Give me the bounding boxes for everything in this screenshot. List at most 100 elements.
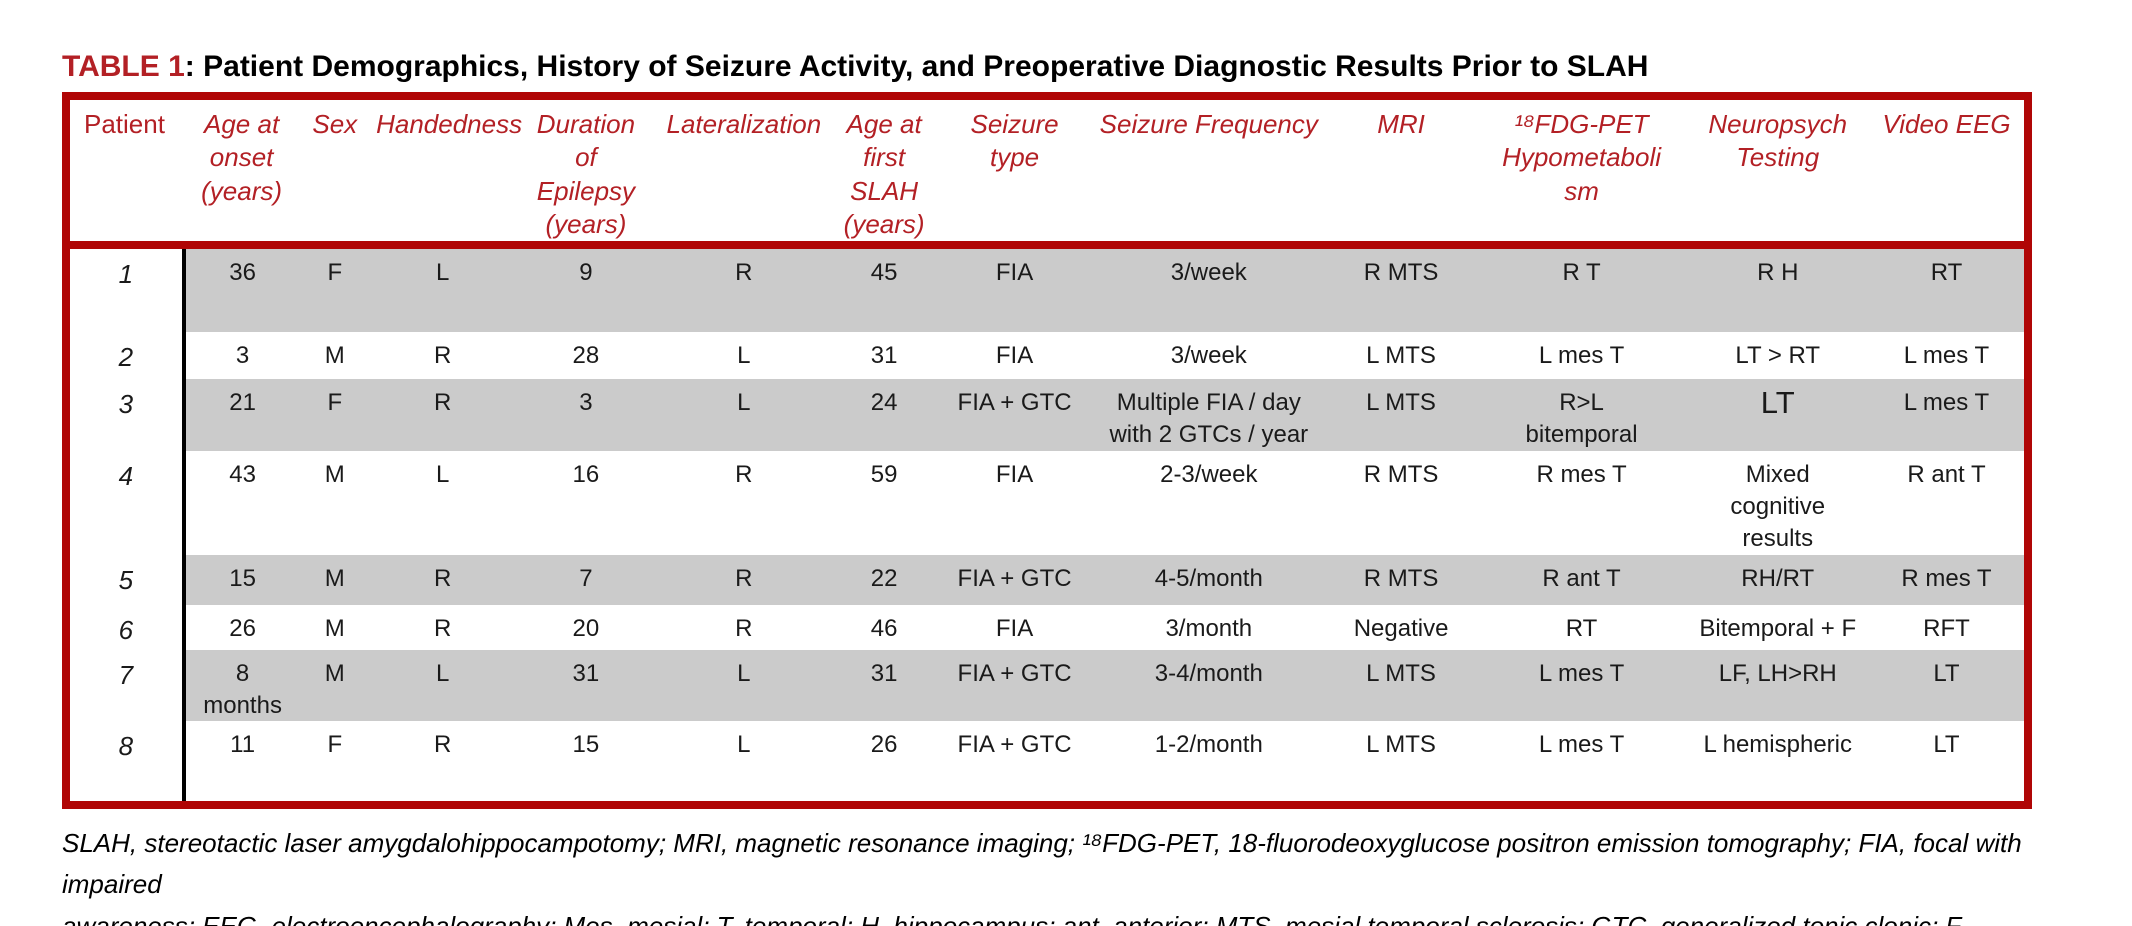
cell-sex: M (324, 614, 345, 642)
patient-demographics-table: Patient Age at onset (years) Sex Handedness… (62, 92, 2032, 810)
cell-neuropsych-testing: LT > RT (1735, 342, 1821, 370)
column-header-fdg-pet-hypometabolism: ¹⁸FDG-PET Hypometaboli sm (1476, 96, 1687, 250)
cell-handedness: R (370, 554, 516, 605)
cell-fdg-pet-hypometabolism: L mes T (1538, 342, 1625, 370)
cell-neuropsych-testing: LF, LH>RH (1686, 649, 1869, 722)
column-header-seizure-type: Seizure type (937, 96, 1093, 250)
cell-age-at-onset: 26 (229, 614, 256, 642)
cell-mri: L MTS (1366, 731, 1436, 759)
cell-lateralization: R (656, 554, 832, 605)
table-number: TABLE 1 (62, 50, 185, 83)
cell-patient: 6 (66, 604, 186, 650)
cell-duration-of-epilepsy: 3 (515, 379, 657, 451)
patient-row-6: 6 26 M R 20 R 46 FIA 3/month Negative RT Bitemporal… (66, 604, 2028, 650)
header-row: Patient Age at onset (years) Sex Handedness… (66, 96, 2028, 250)
cell-sex: M (324, 460, 345, 488)
cell-duration-of-epilepsy: 20 (572, 614, 600, 642)
cell-seizure-type: FIA (937, 245, 1093, 333)
cell-seizure-frequency: 3/week (1170, 342, 1247, 370)
cell-mri: Negative (1353, 614, 1449, 642)
cell-age-at-onset: 15 (183, 554, 300, 605)
cell-age-at-first-slah: 45 (831, 245, 938, 333)
cell-lateralization: R (656, 245, 832, 333)
cell-mri: R MTS (1325, 245, 1477, 333)
cell-patient: 8 (66, 721, 186, 806)
cell-age-at-onset: 43 (229, 460, 256, 488)
cell-age-at-onset: 3 (235, 342, 250, 370)
cell-seizure-type: FIA + GTC (957, 731, 1072, 759)
cell-seizure-frequency: Multiple FIA / day with 2 GTCs / year (1092, 379, 1326, 451)
cell-age-at-first-slah: 59 (870, 460, 898, 488)
cell-lateralization: L (737, 731, 751, 759)
cell-lateralization: R (735, 614, 753, 642)
column-header-patient: Patient (66, 96, 184, 250)
cell-neuropsych-testing: Mixed cognitive results (1730, 460, 1826, 552)
cell-video-eeg: LT (1933, 731, 1960, 759)
table-caption: Patient Demographics, History of Seizure… (203, 50, 1649, 83)
cell-sex: M (324, 342, 345, 370)
cell-duration-of-epilepsy: 7 (515, 554, 657, 605)
cell-mri: R MTS (1363, 460, 1439, 488)
cell-age-at-onset: 11 (230, 731, 256, 759)
cell-video-eeg: RT (1868, 245, 2028, 333)
cell-lateralization: L (737, 342, 751, 370)
cell-video-eeg: L mes T (1903, 342, 1990, 370)
cell-patient: 1 (66, 245, 186, 333)
cell-fdg-pet-hypometabolism: L mes T (1538, 731, 1625, 759)
cell-seizure-frequency: 2-3/week (1160, 460, 1258, 488)
cell-video-eeg: L mes T (1868, 379, 2028, 451)
cell-neuropsych-testing: LT (1686, 379, 1869, 451)
column-header-age-at-first-slah: Age at first SLAH (years) (831, 96, 938, 250)
cell-handedness: L (370, 649, 516, 722)
cell-fdg-pet-hypometabolism: R mes T (1536, 460, 1627, 488)
cell-duration-of-epilepsy: 9 (515, 245, 657, 333)
cell-age-at-first-slah: 22 (831, 554, 938, 605)
cell-mri: R MTS (1325, 554, 1477, 605)
column-header-handedness: Handedness (370, 96, 522, 250)
cell-handedness: L (370, 245, 516, 333)
cell-duration-of-epilepsy: 31 (515, 649, 657, 722)
title-separator: : (184, 50, 204, 83)
cell-duration-of-epilepsy: 15 (572, 731, 600, 759)
cell-seizure-frequency: 3-4/month (1092, 649, 1326, 722)
cell-neuropsych-testing: R H (1686, 245, 1869, 333)
cell-seizure-type: FIA + GTC (937, 649, 1093, 722)
cell-neuropsych-testing: L hemispheric (1703, 731, 1852, 759)
column-header-seizure-frequency: Seizure Frequency (1092, 96, 1326, 250)
table-header: Patient Age at onset (years) Sex Handedness… (66, 96, 2028, 250)
cell-patient: 5 (66, 554, 186, 605)
cell-mri: L MTS (1325, 649, 1477, 722)
cell-video-eeg: LT (1868, 649, 2028, 722)
cell-age-at-first-slah: 26 (870, 731, 898, 759)
cell-seizure-frequency: 4-5/month (1092, 554, 1326, 605)
cell-sex: M (299, 554, 371, 605)
cell-seizure-type: FIA + GTC (937, 379, 1093, 451)
cell-sex: F (299, 379, 371, 451)
column-header-video-eeg: Video EEG (1868, 96, 2028, 250)
cell-mri: L MTS (1325, 379, 1477, 451)
cell-fdg-pet-hypometabolism: RT (1565, 614, 1598, 642)
cell-seizure-frequency: 3/week (1092, 245, 1326, 333)
table-title: TABLE 1: Patient Demographics, History o… (62, 50, 2032, 83)
column-header-age-at-onset: Age at onset (years) (183, 96, 300, 250)
cell-seizure-frequency: 3/month (1165, 614, 1253, 642)
cell-patient: 4 (66, 450, 186, 555)
cell-video-eeg: R ant T (1907, 460, 1986, 488)
cell-age-at-first-slah: 31 (870, 342, 898, 370)
cell-sex: M (299, 649, 371, 722)
cell-seizure-type: FIA (995, 614, 1034, 642)
cell-age-at-onset: 8 months (183, 649, 300, 722)
cell-age-at-first-slah: 24 (831, 379, 938, 451)
cell-age-at-onset: 36 (183, 245, 300, 333)
cell-mri: L MTS (1366, 342, 1436, 370)
cell-handedness: R (434, 342, 452, 370)
cell-sex: F (299, 245, 371, 333)
patient-row-4: 4 43 M L 16 R 59 FIA 2-3/week R MTS R mes T Mixed c… (66, 450, 2028, 555)
column-header-mri: MRI (1325, 96, 1477, 250)
cell-neuropsych-testing: RH/RT (1686, 554, 1869, 605)
cell-lateralization: L (656, 649, 832, 722)
cell-patient: 7 (66, 649, 186, 722)
cell-sex: F (327, 731, 343, 759)
